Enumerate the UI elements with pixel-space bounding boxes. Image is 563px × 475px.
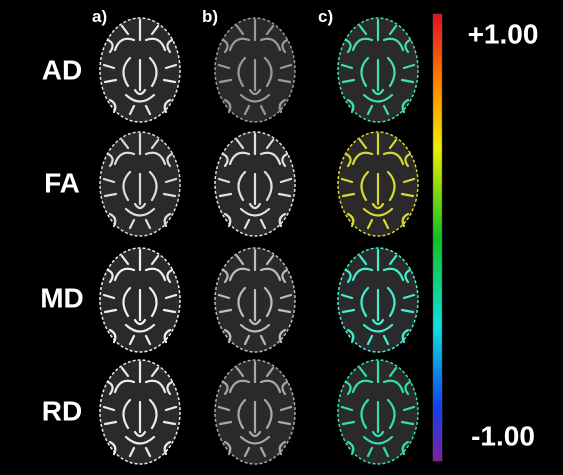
row-label: FA (44, 167, 80, 198)
brain-image (336, 246, 420, 354)
brain-image (213, 16, 297, 124)
brain-image (98, 246, 182, 354)
brain-image (336, 16, 420, 124)
brain-image (98, 358, 182, 466)
brain-image (213, 130, 297, 238)
brain-image (213, 358, 297, 466)
column-label: b) (202, 7, 218, 26)
row-label: MD (40, 282, 84, 313)
row-label: AD (42, 54, 82, 85)
brain-grid (98, 16, 420, 466)
colorbar-max-label: +1.00 (468, 18, 539, 49)
brain-image (98, 130, 182, 238)
colorbar (432, 13, 443, 462)
brain-image (336, 130, 420, 238)
colorbar-min-label: -1.00 (471, 420, 535, 451)
row-label: RD (42, 395, 82, 426)
brain-image (98, 16, 182, 124)
brain-image (213, 246, 297, 354)
column-label: c) (318, 7, 333, 26)
brain-image (336, 358, 420, 466)
column-label: a) (92, 7, 107, 26)
